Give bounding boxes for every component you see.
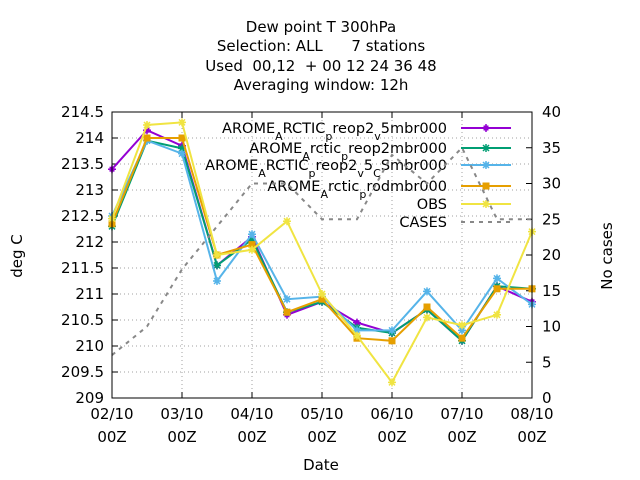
x-axis-ticks: 02/10 00Z 03/10 00Z 04/10 00Z 05/10 00Z 06/10 00Z… — [90, 112, 554, 446]
data-point — [388, 378, 396, 387]
y2-tick-label: 30 — [542, 175, 561, 193]
data-point — [388, 337, 396, 345]
data-point — [482, 200, 490, 208]
x-tick-label-date: 03/10 — [160, 405, 203, 423]
data-point — [213, 251, 221, 259]
series-line — [111, 146, 532, 356]
data-point — [143, 134, 151, 142]
data-point — [178, 144, 186, 153]
legend-label: AROMEARCTICpreop2v5mbr000 — [222, 121, 447, 143]
data-point — [248, 230, 256, 239]
y2-tick-label: 20 — [542, 246, 561, 264]
y2-axis-ticks: 0 5 10 15 20 25 30 35 40 — [526, 103, 561, 407]
y-tick-label: 211 — [75, 285, 104, 303]
data-point — [493, 285, 501, 293]
series-obs — [108, 118, 536, 387]
data-point — [213, 261, 221, 270]
y2-tick-label: 5 — [542, 353, 552, 371]
y2-tick-label: 35 — [542, 139, 561, 157]
data-point — [178, 118, 186, 127]
y2-tick-label: 25 — [542, 210, 561, 228]
y-tick-label: 213.5 — [61, 155, 104, 173]
y-axis-label: deg C — [8, 234, 26, 278]
data-point — [178, 134, 186, 142]
y-tick-label: 210.5 — [61, 311, 104, 329]
data-point — [482, 124, 490, 132]
x-tick-label-hour: 00Z — [517, 428, 546, 446]
x-tick-label-hour: 00Z — [377, 428, 406, 446]
data-point — [353, 326, 361, 335]
data-point — [353, 331, 361, 340]
title-line-1: Dew point T 300hPa — [246, 18, 396, 36]
x-tick-label-hour: 00Z — [307, 428, 336, 446]
data-point — [493, 274, 501, 283]
x-tick-label-hour: 00Z — [97, 428, 126, 446]
series-lines — [108, 118, 536, 387]
data-point — [178, 149, 186, 158]
y2-tick-label: 40 — [542, 103, 561, 121]
y-tick-label: 211.5 — [61, 259, 104, 277]
x-tick-label-date: 02/10 — [90, 405, 133, 423]
y-tick-label: 209 — [75, 389, 104, 407]
x-tick-label-date: 06/10 — [370, 405, 413, 423]
x-tick-label-date: 04/10 — [230, 405, 273, 423]
data-point — [423, 303, 431, 311]
y2-tick-label: 10 — [542, 318, 561, 336]
legend-label: AROMEARCTICpreop2v5CSmbr000 — [205, 158, 447, 180]
y2-tick-label: 0 — [542, 389, 552, 407]
data-point — [482, 144, 490, 152]
title-line-4: Averaging window: 12h — [234, 76, 409, 94]
data-point — [248, 241, 256, 249]
y2-tick-label: 15 — [542, 282, 561, 300]
legend: AROMEARCTICpreop2v5mbr000AROMEArcticpreo… — [205, 121, 511, 231]
data-point — [458, 326, 466, 335]
series-cases — [111, 146, 532, 356]
data-point — [283, 217, 291, 226]
data-point — [213, 277, 221, 285]
data-point — [318, 290, 326, 298]
chart-title: Dew point T 300hPa Selection: ALL 7 stat… — [205, 18, 436, 94]
data-point — [423, 313, 431, 322]
x-tick-label-date: 08/10 — [510, 405, 553, 423]
plot-frame — [111, 111, 533, 399]
data-point — [458, 334, 466, 342]
title-line-3: Used 00,12 + 00 12 24 36 48 — [205, 57, 436, 75]
y-axis-ticks: 209 209.5 210 210.5 211 211.5 212 212.5 213 213.5… — [61, 103, 118, 407]
data-point — [318, 295, 326, 303]
y-tick-label: 212 — [75, 233, 104, 251]
y-tick-label: 214 — [75, 129, 104, 147]
data-point — [423, 287, 431, 296]
y-tick-label: 210 — [75, 337, 104, 355]
y2-axis-label: No cases — [598, 222, 616, 290]
title-line-2: Selection: ALL 7 stations — [217, 37, 425, 55]
data-point — [388, 326, 396, 335]
data-point — [493, 310, 501, 319]
legend-label: CASES — [399, 215, 447, 231]
x-tick-label-hour: 00Z — [167, 428, 196, 446]
y-tick-label: 214.5 — [61, 103, 104, 121]
legend-label: OBS — [417, 197, 447, 213]
data-point — [143, 121, 151, 129]
y-tick-label: 213 — [75, 181, 104, 199]
data-point — [482, 182, 490, 190]
x-axis-label: Date — [303, 456, 339, 474]
legend-label: AROMEArcticpreop2mbr000 — [249, 141, 447, 163]
x-tick-label-date: 05/10 — [300, 405, 343, 423]
x-tick-label-hour: 00Z — [237, 428, 266, 446]
y-tick-label: 212.5 — [61, 207, 104, 225]
x-tick-label-hour: 00Z — [447, 428, 476, 446]
data-point — [248, 245, 256, 254]
data-point — [482, 161, 490, 169]
data-point — [283, 308, 291, 316]
data-point — [248, 235, 256, 244]
data-point — [458, 321, 466, 330]
x-tick-label-date: 07/10 — [440, 405, 483, 423]
y-tick-label: 209.5 — [61, 363, 104, 381]
data-point — [283, 295, 291, 304]
